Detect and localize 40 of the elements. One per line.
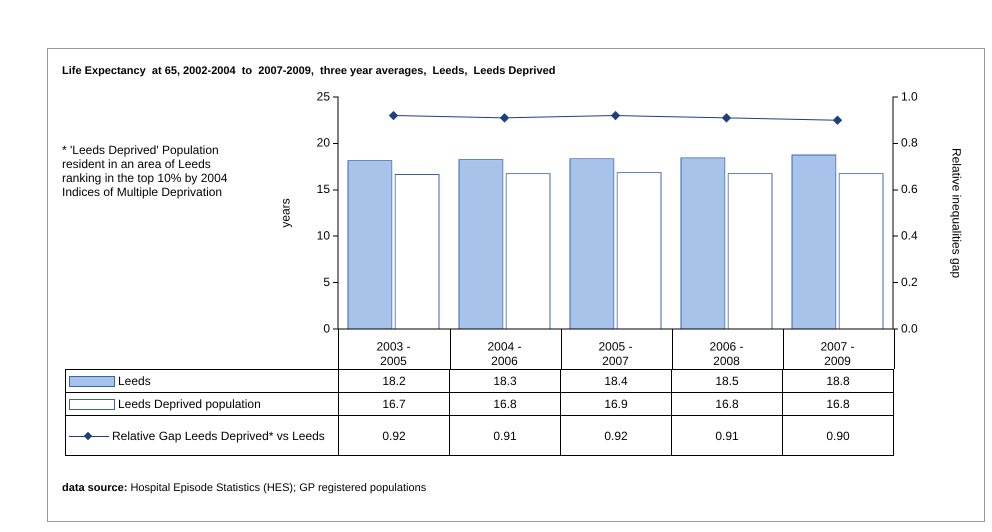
data-label: 0.91 [450,416,560,456]
source-note: data source: Hospital Episode Statistics (HES); GP registered populations [62,482,426,494]
x-tick-label: 2004 - 2006 [487,340,522,368]
y-tick-label: 10 [316,228,330,243]
data-label: 0.91 [672,416,782,456]
data-label: 16.8 [672,392,782,416]
y2-axis-title: Relative inequalities gap [949,148,964,278]
data-label: 16.9 [560,392,672,416]
y2-tick-label: 1.0 [901,89,918,104]
data-label: 16.8 [782,392,894,416]
data-label: 16.8 [450,392,560,416]
y2-tick-label: 0.0 [901,321,918,336]
y-tick-label: 5 [323,274,330,289]
x-tick-label: 2006 - 2008 [709,340,744,368]
x-tick-label: 2003 - 2005 [376,340,411,368]
legend-label: Relative Gap Leeds Deprived* vs Leeds [66,416,338,456]
y-tick-label: 15 [316,182,330,196]
data-label: 18.2 [338,370,450,392]
y-tick-label: 25 [316,89,330,104]
chart-title: Life Expectancy at 65, 2002-2004 to 2007-2009, three year averages, Leeds, Leeds Deprived [62,65,556,77]
data-label: 0.90 [782,416,894,456]
y-tick-label: 20 [316,136,330,150]
text: * 'Leeds Deprived' Population resident in an area of Leeds ranking in the top 10% by 2004 Indices of Multiple Deprivation [62,143,228,199]
data-label: 18.3 [450,370,560,392]
x-tick-label: 2007 - 2009 [820,340,855,368]
y2-tick-label: 0.4 [901,228,918,243]
data-label: 0.92 [560,416,672,456]
data-label: 18.8 [782,370,894,392]
y-tick-label: 0 [323,321,330,336]
y2-tick-label: 0.6 [901,182,918,196]
legend-label: Leeds [66,370,338,392]
y2-tick-label: 0.2 [901,274,918,289]
data-label: 18.4 [560,370,672,392]
x-tick-label: 2005 - 2007 [598,340,633,368]
data-label: 0.92 [338,416,450,456]
y-axis-title: years [278,198,293,228]
legend-label: Leeds Deprived population [66,392,338,416]
y2-tick-label: 0.8 [901,136,918,150]
data-label: 16.7 [338,392,450,416]
data-label: 18.5 [672,370,782,392]
